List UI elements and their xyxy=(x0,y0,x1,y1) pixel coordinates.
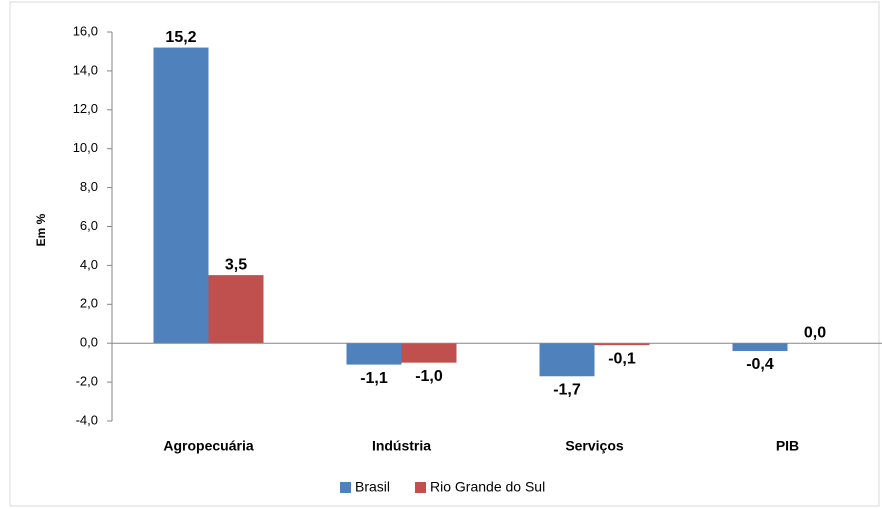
x-tick-label: Agropecuária xyxy=(163,438,253,454)
value-label: 3,5 xyxy=(225,256,247,273)
y-tick-label: 16,0 xyxy=(73,23,98,38)
legend-swatch xyxy=(415,482,427,493)
bar xyxy=(346,343,402,365)
bar xyxy=(594,343,650,346)
bar xyxy=(539,343,595,377)
y-tick-label: -4,0 xyxy=(76,412,98,427)
value-label: -0,1 xyxy=(608,350,636,367)
y-tick-label: 0,0 xyxy=(80,335,98,350)
value-label: -1,0 xyxy=(415,368,443,385)
bar xyxy=(732,343,788,351)
chart-frame xyxy=(9,1,880,507)
legend-label: Rio Grande do Sul xyxy=(430,479,545,495)
x-tick-label: Serviços xyxy=(565,438,624,454)
y-tick-label: 6,0 xyxy=(80,218,98,233)
y-tick-label: -2,0 xyxy=(76,374,98,389)
y-tick-label: 2,0 xyxy=(80,296,98,311)
x-tick-label: Indústria xyxy=(372,438,431,454)
bar xyxy=(153,47,209,344)
legend-label: Brasil xyxy=(355,479,390,495)
bar xyxy=(401,343,457,363)
y-tick-label: 4,0 xyxy=(80,257,98,272)
value-label: -1,1 xyxy=(360,370,388,387)
bar xyxy=(208,275,264,344)
legend-swatch xyxy=(340,482,351,493)
value-label: -1,7 xyxy=(553,381,581,398)
y-tick-label: 8,0 xyxy=(80,179,98,194)
y-tick-label: 14,0 xyxy=(73,62,98,77)
value-label: 0,0 xyxy=(804,324,826,341)
x-tick-label: PIB xyxy=(776,438,799,454)
value-label: 15,2 xyxy=(165,29,196,46)
y-tick-label: 10,0 xyxy=(73,140,98,155)
y-tick-label: 12,0 xyxy=(73,101,98,116)
value-label: -0,4 xyxy=(746,356,774,373)
y-axis-label: Em % xyxy=(34,213,48,246)
